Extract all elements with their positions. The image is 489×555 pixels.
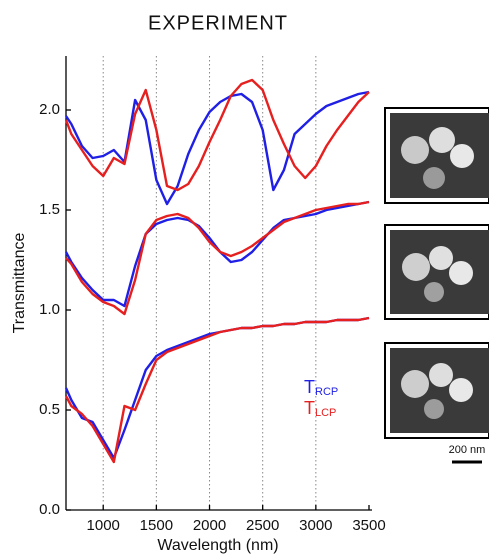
x-axis-label: Wavelength (nm) bbox=[157, 537, 278, 554]
y-axis-label: Transmittance bbox=[11, 233, 28, 334]
x-tick-label: 3500 bbox=[352, 517, 385, 534]
x-tick-label: 2500 bbox=[246, 517, 279, 534]
x-tick-label: 2000 bbox=[193, 517, 226, 534]
sem-images bbox=[384, 107, 489, 439]
sem-image bbox=[384, 107, 489, 204]
legend-entry: TLCP bbox=[304, 398, 336, 419]
x-tick-label: 1000 bbox=[87, 517, 120, 534]
legend-subscript: RCP bbox=[315, 386, 338, 398]
line-series bbox=[65, 200, 370, 316]
line-series bbox=[64, 200, 370, 308]
legend-entry: TRCP bbox=[304, 377, 338, 398]
scale-bar-label: 200 nm bbox=[449, 444, 486, 456]
y-tick-label: 0.5 bbox=[39, 401, 60, 418]
x-tick-label: 1500 bbox=[140, 517, 173, 534]
legend-symbol: T bbox=[304, 398, 315, 418]
y-tick-label: 1.5 bbox=[39, 201, 60, 218]
y-tick-label: 1.0 bbox=[39, 301, 60, 318]
sem-image bbox=[384, 224, 489, 320]
y-tick-label: 2.0 bbox=[39, 101, 60, 118]
y-tick-label: 0.0 bbox=[39, 501, 60, 518]
line-series bbox=[64, 316, 370, 464]
chart-title: EXPERIMENT bbox=[148, 12, 288, 34]
sem-image bbox=[384, 342, 489, 439]
line-series bbox=[65, 90, 370, 206]
legend-symbol: T bbox=[304, 377, 315, 397]
legend-subscript: LCP bbox=[315, 407, 336, 419]
line-series bbox=[64, 78, 370, 192]
x-tick-label: 3000 bbox=[299, 517, 332, 534]
